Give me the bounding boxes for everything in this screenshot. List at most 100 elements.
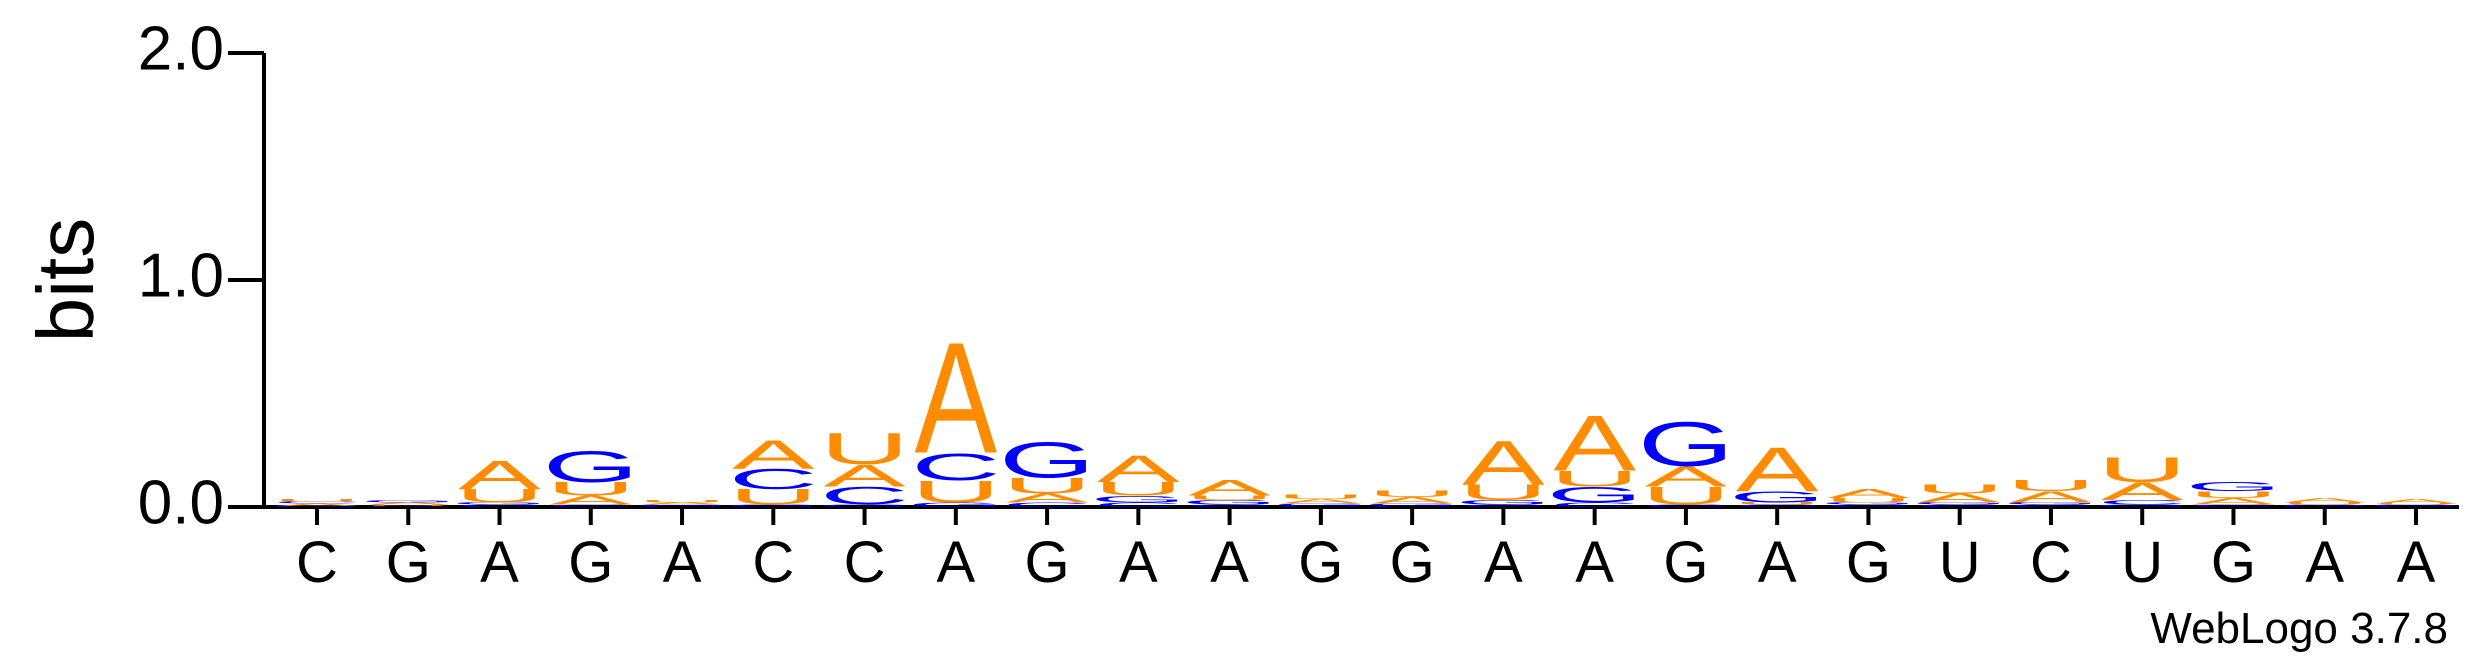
logo-letter: A — [1371, 495, 1454, 506]
x-tick-label: G — [1298, 530, 1343, 595]
logo-letter: A — [549, 493, 632, 507]
logo-letter: A — [2283, 497, 2366, 504]
logo-letter: C — [2280, 506, 2369, 508]
logo-letter: U — [637, 500, 726, 504]
y-axis-label: bits — [21, 218, 110, 343]
x-tick-label: G — [568, 530, 613, 595]
logo-letter: C — [1732, 504, 1821, 508]
logo-letter: C — [1185, 504, 1274, 508]
logo-letter: C — [1641, 504, 1730, 508]
logo-letter: A — [915, 310, 998, 487]
x-tick-label: C — [844, 530, 886, 595]
logo-letter: G — [1364, 503, 1460, 507]
logo-letter: G — [1820, 502, 1916, 506]
logo-letter: C — [546, 504, 635, 508]
logo-letter: U — [1094, 478, 1183, 499]
logo-letter: G — [634, 504, 730, 506]
x-tick-label: U — [2121, 530, 2163, 595]
logo-letter: A — [1645, 461, 1728, 493]
x-tick-label: G — [1390, 530, 1435, 595]
logo-letter: U — [1002, 473, 1091, 498]
logo-letter: C — [2371, 506, 2460, 508]
x-tick-label: G — [1846, 530, 1891, 595]
logo-letter: U — [364, 504, 453, 506]
logo-letter: C — [272, 501, 361, 505]
logo-letter: G — [908, 501, 1004, 508]
x-tick-label: A — [480, 530, 519, 595]
logo-letter: U — [2280, 502, 2369, 506]
logo-letter: G — [543, 442, 639, 492]
logo-letter: C — [1824, 504, 1913, 508]
x-tick-label: G — [1663, 530, 1708, 595]
logo-letter: C — [1276, 506, 1365, 508]
logo-letter: U — [1185, 494, 1274, 501]
logo-letter: C — [637, 506, 726, 508]
logo-letter: U — [2189, 489, 2278, 500]
logo-letter: U — [911, 474, 1000, 509]
logo-letter: A — [2101, 477, 2184, 505]
x-tick-label: A — [1119, 530, 1158, 595]
logo-letter: G — [1181, 499, 1277, 506]
logo-letter: G — [816, 504, 912, 508]
logo-letter: G — [1546, 482, 1642, 507]
logo-letter: C — [455, 504, 544, 508]
x-tick-label: U — [1939, 530, 1981, 595]
logo-letter: C — [1002, 501, 1091, 508]
x-tick-label: A — [2397, 530, 2436, 595]
logo-letter: G — [2368, 504, 2464, 506]
logo-letter: U — [2006, 477, 2095, 495]
logo-letter: A — [2192, 496, 2275, 507]
logo-letter: A — [2375, 498, 2458, 505]
logo-letter: G — [725, 504, 821, 508]
logo-letter: G — [2185, 480, 2281, 494]
logo-letter: U — [820, 424, 909, 474]
logo-letter: U — [1641, 482, 1730, 510]
y-tick-label: 0.0 — [138, 468, 224, 537]
x-tick-label: G — [2211, 530, 2256, 595]
logo-letter: U — [1732, 502, 1821, 506]
y-tick-label: 2.0 — [138, 14, 224, 83]
footer: WebLogo 3.7.8 — [2150, 604, 2448, 653]
logo-letter: A — [458, 451, 541, 497]
x-tick-label: A — [663, 530, 702, 595]
logo-letter: G — [1638, 409, 1734, 480]
logo-letter: A — [276, 503, 359, 507]
logo-letter: G — [1273, 503, 1369, 507]
logo-letter: U — [729, 485, 818, 510]
logo-letter: C — [1094, 501, 1183, 508]
logo-letter: A — [732, 431, 815, 477]
logo-letter: C — [1367, 506, 1456, 508]
logo-letter: U — [1824, 497, 1913, 504]
x-tick-label: A — [936, 530, 975, 595]
logo-letter: C — [1915, 504, 2004, 508]
x-tick-label: C — [752, 530, 794, 595]
logo-letter: A — [823, 458, 907, 493]
logo-letter: G — [1912, 502, 2008, 506]
x-tick-label: A — [1210, 530, 1249, 595]
x-tick-label: A — [1575, 530, 1614, 595]
x-tick-label: G — [386, 530, 431, 595]
logo-letter: A — [367, 502, 450, 506]
logo-letter: G — [2277, 504, 2373, 506]
logo-letter: G — [451, 502, 547, 506]
logo-letter: U — [1276, 493, 1365, 500]
logo-letter: C — [2189, 504, 2278, 508]
x-tick-label: A — [2305, 530, 2344, 595]
x-tick-label: A — [1484, 530, 1523, 595]
logo-letter: U — [1459, 480, 1548, 505]
logo-letter: U — [1367, 488, 1456, 499]
logo-letter: A — [1827, 486, 1910, 500]
logo-letter: G — [999, 432, 1095, 489]
logo-letter: A — [641, 502, 724, 506]
logo-letter: U — [455, 485, 544, 506]
logo-letter: A — [2010, 488, 2093, 506]
logo-letter: A — [1462, 427, 1545, 498]
logo-letter: C — [364, 506, 453, 508]
logo-letter: A — [1097, 448, 1180, 490]
logo-letter: C — [1459, 504, 1548, 508]
x-tick-label: A — [1758, 530, 1797, 595]
logo-letter: U — [272, 498, 361, 502]
logo-letter: C — [2097, 499, 2186, 506]
x-tick-label: G — [1025, 530, 1070, 595]
